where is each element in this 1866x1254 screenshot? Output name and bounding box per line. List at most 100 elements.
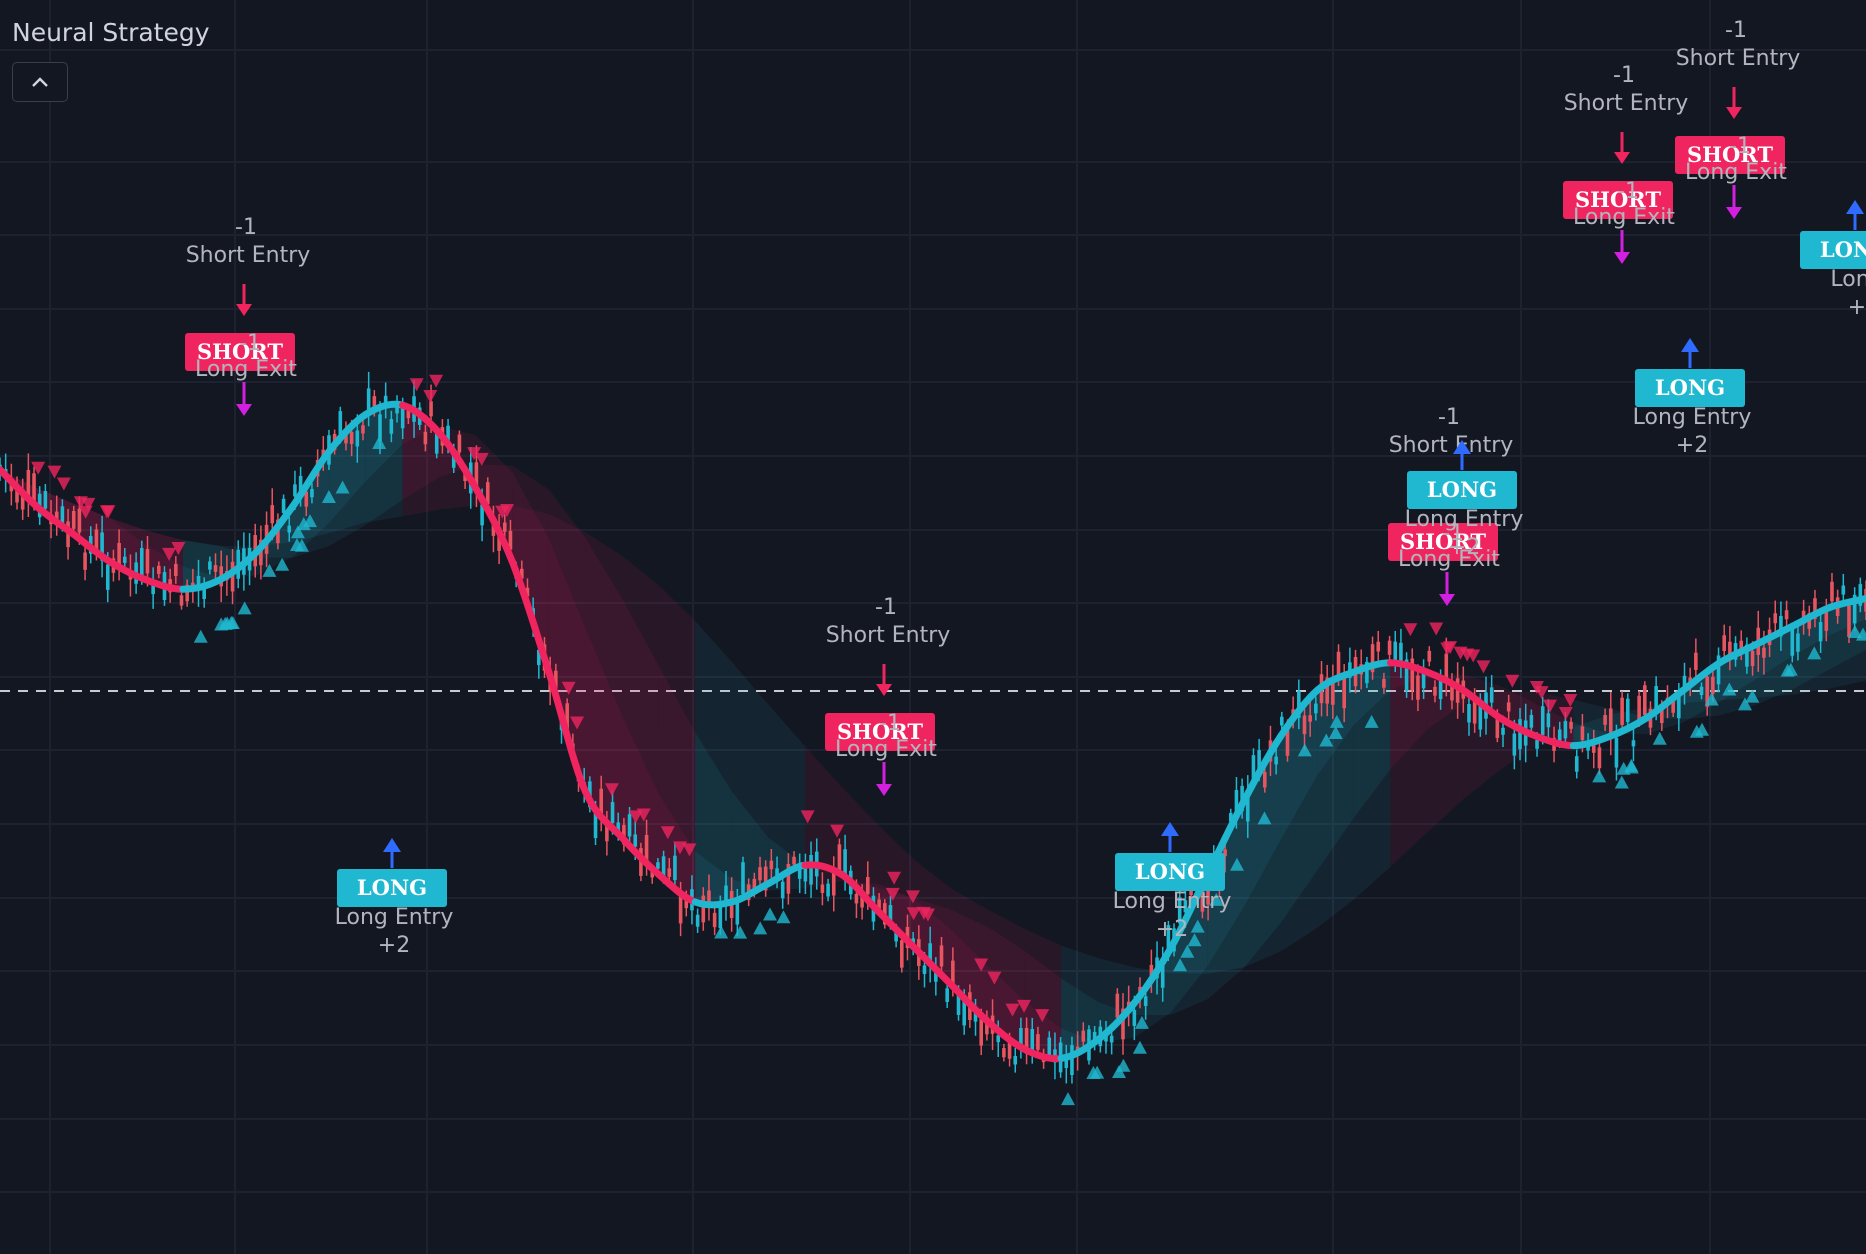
signal-qty: +2 bbox=[1676, 433, 1708, 458]
candle-body bbox=[1705, 676, 1709, 707]
candle-body bbox=[1779, 615, 1783, 637]
trend-band-segment bbox=[548, 489, 586, 792]
signal-long[interactable]: LONG Long + bbox=[1800, 200, 1866, 320]
long-entry-arrow-head bbox=[1453, 440, 1471, 454]
signal-long[interactable]: LONG Long Entry +2 bbox=[1405, 440, 1524, 560]
buy-triangle bbox=[1060, 1092, 1075, 1106]
buy-triangle bbox=[1807, 646, 1822, 660]
buy-triangle bbox=[1229, 857, 1244, 871]
candle-body bbox=[519, 568, 524, 579]
candle-body bbox=[1183, 900, 1188, 913]
trend-band-segment bbox=[1207, 800, 1244, 1000]
candle-body bbox=[1660, 708, 1664, 724]
candle-body bbox=[673, 855, 677, 881]
candle-body bbox=[1206, 879, 1210, 905]
sell-triangle bbox=[162, 547, 177, 561]
signal-badge[interactable] bbox=[1635, 369, 1745, 407]
candle-body bbox=[1518, 719, 1522, 750]
signal-badge[interactable] bbox=[1563, 181, 1673, 219]
candle-body bbox=[1722, 635, 1727, 652]
trend-band-segment bbox=[1207, 800, 1244, 974]
candle-body bbox=[1467, 703, 1471, 723]
candle-body bbox=[593, 807, 598, 839]
candle-body bbox=[1841, 585, 1846, 595]
signal-long[interactable]: LONG Long Entry +2 bbox=[1633, 338, 1752, 458]
candle-body bbox=[1245, 791, 1250, 822]
candle-body bbox=[1013, 1055, 1018, 1065]
candle-body bbox=[429, 401, 433, 417]
candle-body bbox=[860, 896, 864, 908]
signal-badge[interactable] bbox=[825, 713, 935, 751]
signal-badge[interactable] bbox=[337, 869, 447, 907]
candle-body bbox=[605, 825, 609, 842]
candle-body bbox=[208, 561, 212, 570]
signal-long[interactable]: LONG Long Entry +2 bbox=[1113, 822, 1232, 942]
trend-band-segment bbox=[1536, 727, 1574, 746]
signal-badge[interactable] bbox=[185, 333, 295, 371]
signal-badge[interactable] bbox=[1800, 231, 1866, 269]
candle-body bbox=[372, 396, 377, 411]
buy-triangle bbox=[275, 557, 290, 571]
candle-body bbox=[826, 883, 830, 897]
candle-body bbox=[1262, 772, 1267, 788]
candle-body bbox=[502, 522, 507, 532]
signal-badge[interactable] bbox=[1388, 523, 1498, 561]
trend-band-segment bbox=[402, 405, 440, 517]
buy-triangle bbox=[321, 489, 336, 503]
trend-line-segment bbox=[289, 447, 333, 510]
candle-body bbox=[1557, 729, 1562, 741]
long-exit-arrow-head bbox=[236, 404, 252, 416]
trend-band-segment bbox=[1353, 662, 1391, 900]
sell-triangle bbox=[561, 681, 576, 695]
candle-body bbox=[1625, 698, 1630, 723]
trend-band-segment bbox=[1463, 690, 1501, 800]
trend-band-segment bbox=[1756, 626, 1793, 698]
candle-body bbox=[888, 905, 893, 921]
trend-band-segment bbox=[658, 585, 696, 902]
buy-triangle bbox=[262, 563, 277, 577]
candle-body bbox=[281, 498, 286, 513]
sell-triangle bbox=[73, 496, 88, 510]
sell-triangle bbox=[1429, 622, 1444, 636]
candle-body bbox=[1382, 678, 1386, 688]
candle-body bbox=[1393, 641, 1398, 662]
signal-badge[interactable] bbox=[1115, 853, 1225, 891]
buy-triangle bbox=[1624, 760, 1639, 774]
trend-band-segment bbox=[695, 732, 732, 902]
candle-body bbox=[996, 1035, 1001, 1043]
long-entry-arrow-head bbox=[1846, 200, 1864, 214]
signal-long[interactable]: LONG Long Entry +2 bbox=[335, 838, 454, 958]
signal-qty: -1 bbox=[1725, 18, 1747, 43]
signal-badge[interactable] bbox=[1407, 471, 1517, 509]
trend-band-segment bbox=[1756, 626, 1793, 705]
candle-body bbox=[230, 561, 235, 592]
sell-triangle bbox=[56, 477, 71, 491]
sell-triangle bbox=[905, 890, 920, 904]
trend-band-segment bbox=[1426, 672, 1464, 833]
candle-body bbox=[508, 530, 513, 550]
buy-triangle bbox=[714, 925, 729, 939]
candle-body bbox=[1228, 812, 1233, 822]
signal-badge-text: SHORT bbox=[1575, 187, 1661, 212]
signal-qty: -1 bbox=[1613, 63, 1635, 88]
candle-body bbox=[1132, 1009, 1137, 1026]
candle-body bbox=[616, 822, 621, 831]
candle-body bbox=[1784, 610, 1789, 620]
collapse-button[interactable] bbox=[12, 62, 68, 102]
candle-body bbox=[945, 988, 949, 1002]
candle-body bbox=[1438, 680, 1443, 700]
signal-qty: -1 bbox=[235, 215, 257, 240]
buy-triangle bbox=[1847, 624, 1862, 638]
sell-triangle bbox=[1466, 649, 1481, 663]
candle-body bbox=[922, 965, 927, 974]
candle-body bbox=[355, 430, 360, 447]
trend-line-segment bbox=[1679, 659, 1724, 694]
candle-body bbox=[525, 587, 530, 597]
signal-badge[interactable] bbox=[1675, 136, 1785, 174]
